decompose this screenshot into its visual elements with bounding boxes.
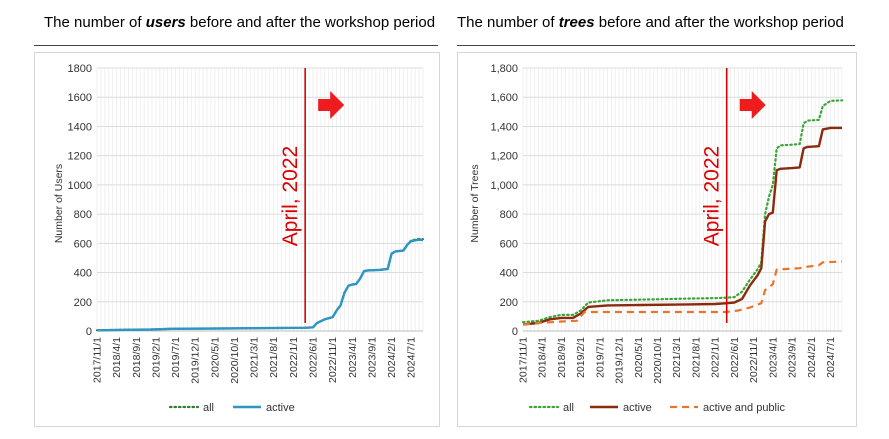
users-ytick-label: 1000 <box>68 180 92 192</box>
users-ytick-label: 600 <box>74 238 92 250</box>
trees-xtick-label: 2022/6/1 <box>729 337 741 378</box>
trees-xtick-label: 2019/12/1 <box>614 337 626 384</box>
users-xtick-label: 2019/7/1 <box>170 337 182 378</box>
users-xtick-label: 2021/8/1 <box>268 337 280 378</box>
trees-series-line-active <box>522 126 842 326</box>
users-xtick-label: 2022/11/1 <box>327 337 339 383</box>
trees-xtick-label: 2018/9/1 <box>556 337 568 378</box>
users-legend-label: all <box>203 402 214 414</box>
trees-xtick-label: 2021/3/1 <box>671 337 683 378</box>
users-ytick-label: 1800 <box>68 63 92 75</box>
trees-xtick-label: 2024/7/1 <box>825 337 837 378</box>
trees-legend-label: all <box>563 402 574 414</box>
trees-title-divider <box>457 45 855 46</box>
users-ytick-label: 200 <box>74 297 92 309</box>
trees-ytick-label: 1,800 <box>490 63 518 75</box>
trees-workshop-label: April, 2022 <box>701 146 724 246</box>
users-series-line-active <box>96 238 424 332</box>
trees-title-emphasis: trees <box>558 14 595 31</box>
users-xtick-label: 2024/7/1 <box>406 337 418 378</box>
trees-ytick-label: 1,400 <box>490 121 518 133</box>
users-xtick-label: 2022/1/1 <box>288 337 300 378</box>
users-chart: 0 200 400 600 800 1000 1200 1400 1600 1800 2017/11… <box>53 63 425 414</box>
trees-xtick-label: 2020/10/1 <box>652 337 664 384</box>
users-xtick-label: 2019/12/1 <box>190 337 202 384</box>
users-xtick-label: 2023/9/1 <box>366 337 378 378</box>
trees-chart-title: The number of trees before and after the… <box>457 14 844 31</box>
trees-ytick-label: 800 <box>500 209 518 221</box>
trees-ytick-label: 1,000 <box>490 180 518 192</box>
users-chart-title: The number of users before and after the… <box>44 14 436 31</box>
users-xtick-label: 2018/4/1 <box>111 337 123 378</box>
users-ytick-label: 800 <box>74 209 92 221</box>
trees-xtick-label: 2018/4/1 <box>537 337 549 378</box>
users-legend-label: active <box>266 402 295 414</box>
users-ytick-label: 1600 <box>68 92 92 104</box>
users-xtick-label: 2021/3/1 <box>249 337 261 378</box>
users-xtick-label: 2019/2/1 <box>150 337 162 378</box>
users-xtick-label: 2022/6/1 <box>308 337 320 378</box>
trees-legend-label: active <box>623 402 652 414</box>
trees-ytick-label: 400 <box>500 268 518 280</box>
trees-ytick-label: 200 <box>500 297 518 309</box>
trees-ytick-label: 0 <box>512 326 518 338</box>
users-ytick-label: 1200 <box>68 151 92 163</box>
users-ytick-label: 0 <box>86 326 92 338</box>
users-title-divider <box>34 45 438 46</box>
users-arrow-icon <box>318 91 345 119</box>
trees-arrow-icon <box>739 91 766 119</box>
trees-ytick-label: 600 <box>500 238 518 250</box>
trees-ytick-label: 1,200 <box>490 151 518 163</box>
trees-chart-frame <box>457 52 857 427</box>
users-workshop-label: April, 2022 <box>279 146 302 246</box>
users-xtick-label: 2020/10/1 <box>229 337 241 384</box>
trees-ytick-label: 1,600 <box>490 92 518 104</box>
users-xtick-label: 2024/2/1 <box>386 337 398 378</box>
trees-xtick-label: 2019/2/1 <box>575 337 587 378</box>
trees-xtick-label: 2021/8/1 <box>690 337 702 378</box>
users-ytick-label: 1400 <box>68 121 92 133</box>
users-xtick-label: 2017/11/1 <box>92 337 104 383</box>
trees-series-line-all <box>521 99 844 324</box>
users-series-line-all <box>95 237 425 332</box>
trees-xtick-label: 2024/2/1 <box>806 337 818 378</box>
users-xtick-label: 2023/4/1 <box>347 337 359 378</box>
trees-chart: 0 200 400 600 800 1,000 1,200 1,400 1,600 1,800 20… <box>469 63 844 414</box>
users-xtick-label: 2018/9/1 <box>131 337 143 378</box>
trees-xtick-label: 2017/11/1 <box>518 337 530 383</box>
trees-xtick-label: 2023/9/1 <box>787 337 799 378</box>
users-title-emphasis: users <box>145 14 186 31</box>
trees-xtick-label: 2023/4/1 <box>767 337 779 378</box>
trees-xtick-label: 2022/1/1 <box>710 337 722 378</box>
trees-xtick-label: 2020/5/1 <box>633 337 645 378</box>
users-y-axis-label: Number of Users <box>53 164 65 243</box>
users-xtick-label: 2020/5/1 <box>209 337 221 378</box>
users-ytick-label: 400 <box>74 268 92 280</box>
trees-y-axis-label: Number of Trees <box>469 164 481 242</box>
trees-xtick-label: 2019/7/1 <box>594 337 606 378</box>
trees-xtick-label: 2022/11/1 <box>748 337 760 383</box>
trees-legend-label: active and public <box>703 402 785 414</box>
